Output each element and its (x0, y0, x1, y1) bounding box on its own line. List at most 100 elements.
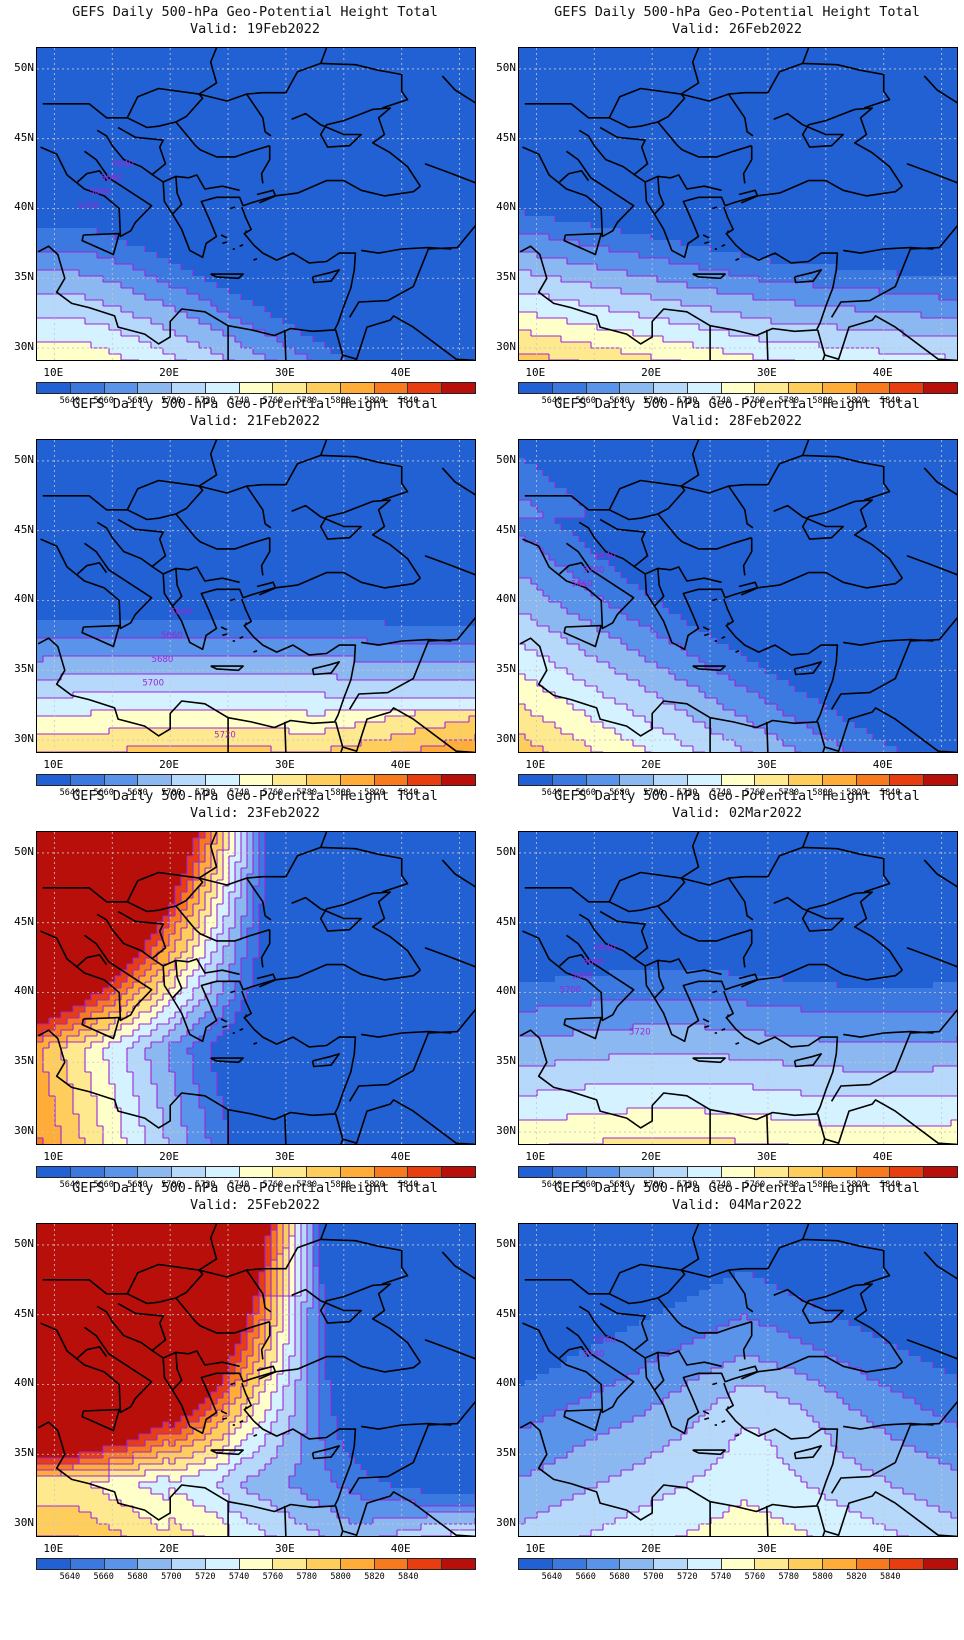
map-svg (37, 832, 475, 1144)
lat-tick-label: 40N (488, 984, 516, 997)
colorbar-label: 5820 (364, 396, 384, 406)
contour-label: 5660 (161, 631, 183, 641)
map-svg: 5640 5660 5680 5700 (37, 48, 475, 360)
filled-field (37, 48, 475, 360)
colorbar-label: 5680 (609, 1572, 629, 1582)
colorbar-label: 5680 (609, 788, 629, 798)
colorbar-swatch (273, 383, 308, 393)
lon-tick-label: 20E (641, 1150, 661, 1163)
colorbar-label: 5840 (880, 788, 900, 798)
colorbar-label: 5640 (542, 1572, 562, 1582)
colorbar-swatch (687, 1167, 722, 1177)
map-panel: GEFS Daily 500-hPa Geo-Potential Height … (0, 1176, 476, 1582)
lat-tick-label: 30N (6, 1516, 34, 1529)
lat-tick-label: 40N (6, 1376, 34, 1389)
lat-tick-label: 30N (488, 1516, 516, 1529)
lat-tick-label: 30N (6, 732, 34, 745)
lat-tick-label: 30N (6, 340, 34, 353)
colorbar-swatch (924, 1167, 957, 1177)
colorbar-label: 5820 (364, 788, 384, 798)
map-panel: GEFS Daily 500-hPa Geo-Potential Height … (482, 0, 958, 406)
colorbar-label: 5780 (779, 1572, 799, 1582)
lon-tick-label: 20E (159, 758, 179, 771)
colorbar-swatch (924, 1559, 957, 1569)
contour-label: 5740 (583, 1350, 605, 1360)
lon-tick-label: 40E (873, 366, 893, 379)
lon-tick-label: 30E (275, 366, 295, 379)
colorbar-label: 5720 (677, 1180, 697, 1190)
colorbar-label: 5820 (364, 1180, 384, 1190)
colorbar (36, 1558, 476, 1570)
map-plot (518, 47, 958, 361)
colorbar-label: 5820 (846, 396, 866, 406)
lon-tick-label: 10E (525, 1542, 545, 1555)
lat-tick-label: 40N (488, 200, 516, 213)
lat-tick-label: 35N (488, 270, 516, 283)
lat-tick-label: 30N (488, 1124, 516, 1137)
colorbar (518, 1166, 958, 1178)
lat-tick-label: 35N (488, 1054, 516, 1067)
colorbar-swatch (721, 383, 756, 393)
colorbar-swatch (586, 775, 621, 785)
map-svg: 5660 5740 (519, 1224, 957, 1536)
colorbar-swatch (340, 1559, 375, 1569)
lat-tick-label: 45N (488, 131, 516, 144)
lon-tick-label: 20E (641, 366, 661, 379)
lat-tick-label: 50N (6, 453, 34, 466)
colorbar-label: 5760 (745, 788, 765, 798)
lon-tick-label: 40E (391, 1542, 411, 1555)
colorbar-swatch (273, 1559, 308, 1569)
lat-tick-label: 35N (488, 1446, 516, 1459)
colorbar-swatch (856, 383, 891, 393)
contour-lines (37, 228, 356, 360)
colorbar-swatch (890, 1167, 925, 1177)
lat-tick-label: 45N (488, 523, 516, 536)
filled-field (519, 832, 957, 1144)
colorbar-swatch (205, 775, 240, 785)
colorbar-swatch (307, 775, 341, 785)
colorbar-swatch (822, 1167, 857, 1177)
colorbar-swatch (104, 1167, 139, 1177)
colorbar-label: 5780 (297, 1572, 317, 1582)
colorbar-label: 5820 (846, 788, 866, 798)
colorbar (36, 1166, 476, 1178)
colorbar-label: 5780 (779, 1180, 799, 1190)
colorbar-swatch (789, 1559, 823, 1569)
colorbar-label: 5640 (542, 396, 562, 406)
colorbar-swatch (307, 1167, 341, 1177)
colorbar-label: 5720 (677, 1572, 697, 1582)
lat-tick-label: 30N (488, 732, 516, 745)
lon-tick-label: 20E (159, 1150, 179, 1163)
colorbar-swatch (340, 383, 375, 393)
panel-title: GEFS Daily 500-hPa Geo-Potential Height … (517, 4, 957, 21)
map-svg (37, 1224, 475, 1536)
colorbar-swatch (374, 1167, 409, 1177)
colorbar-label: 5660 (575, 1180, 595, 1190)
map-plot: 5640 5660 5680 5700 5720 (518, 831, 958, 1145)
colorbar-swatch (822, 383, 857, 393)
colorbar-label: 5780 (779, 396, 799, 406)
colorbar-label: 5640 (60, 788, 80, 798)
colorbar-swatch (239, 1559, 274, 1569)
lon-tick-label: 20E (159, 1542, 179, 1555)
colorbar-swatch (789, 1167, 823, 1177)
colorbar-swatch (890, 383, 925, 393)
contour-label: 5680 (89, 188, 111, 198)
colorbar-swatch (519, 383, 553, 393)
map-svg (519, 48, 957, 360)
panel-valid-date: Valid: 25Feb2022 (35, 1197, 475, 1214)
colorbar-swatch (755, 383, 790, 393)
colorbar-label: 5680 (609, 1180, 629, 1190)
contour-label: 5660 (583, 958, 605, 968)
lon-tick-label: 20E (641, 1542, 661, 1555)
colorbar-label: 5720 (677, 788, 697, 798)
colorbar-swatch (620, 1559, 655, 1569)
colorbar-swatch (620, 383, 655, 393)
lat-tick-label: 45N (6, 1307, 34, 1320)
colorbar-swatch (205, 383, 240, 393)
colorbar-label: 5760 (745, 396, 765, 406)
lon-tick-label: 30E (757, 366, 777, 379)
colorbar-swatch (70, 383, 105, 393)
colorbar (518, 774, 958, 786)
lat-tick-label: 40N (488, 592, 516, 605)
